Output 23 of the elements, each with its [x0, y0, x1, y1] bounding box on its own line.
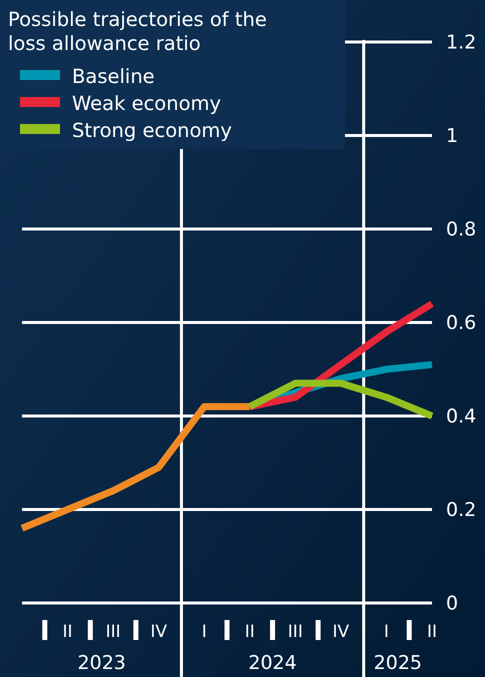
y-tick-label: 0.8	[446, 218, 476, 241]
x-tick-label: III	[288, 622, 303, 642]
x-tick-label: II	[62, 622, 73, 642]
x-tick-label: III	[106, 622, 121, 642]
x-tick-label: II	[426, 622, 438, 642]
y-tick-label: 1.2	[446, 32, 476, 54]
y-tick-label: 0.2	[446, 499, 476, 522]
y-tick-label: 0.4	[446, 406, 476, 428]
x-tick-label: IV	[332, 622, 350, 642]
x-tick-label: II	[244, 622, 255, 642]
legend-label: Baseline	[72, 64, 155, 88]
text: 2023	[78, 652, 126, 674]
legend-label: Weak economy	[72, 92, 222, 115]
y-tick-label: 0	[446, 592, 458, 615]
chart-title: Possible trajectories of the loss allowance ratio	[8, 8, 267, 55]
text: 2024	[248, 652, 297, 674]
y-tick-label: 1	[446, 125, 458, 148]
y-tick-label: 0.6	[446, 312, 476, 334]
x-tick-label: I	[202, 622, 207, 642]
text: 2025	[374, 652, 422, 674]
legend-label: Strong economy	[72, 118, 232, 142]
x-tick-label: I	[384, 622, 389, 642]
x-tick-label: IV	[150, 622, 168, 642]
